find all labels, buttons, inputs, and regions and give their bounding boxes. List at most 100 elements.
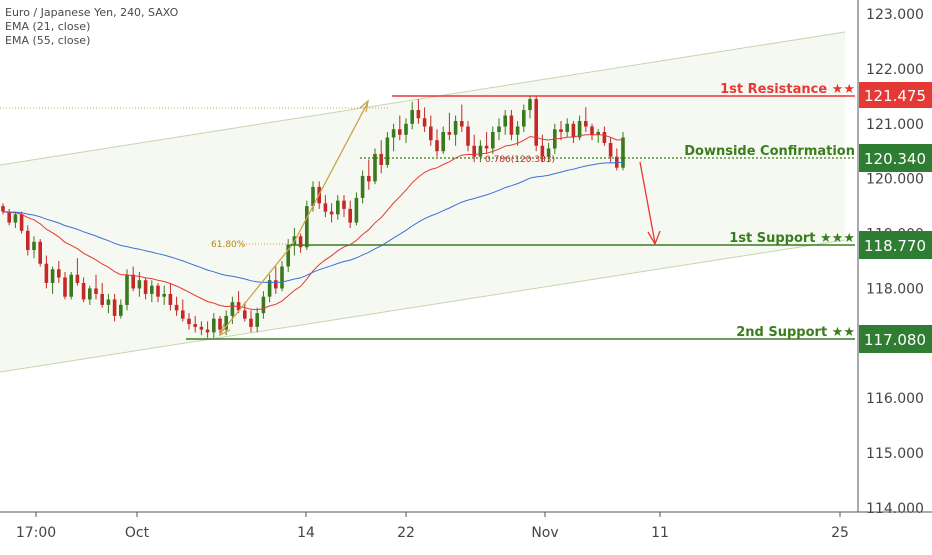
support2-price-tag: 117.080 — [859, 325, 932, 353]
candle-body — [503, 115, 507, 127]
candle-body — [261, 296, 266, 314]
ema-layer — [2, 134, 624, 311]
candle-body — [150, 285, 154, 294]
time-tick-label: Nov — [531, 525, 558, 541]
projection-arrow-line — [639, 161, 656, 244]
candle — [559, 121, 563, 141]
price-tick-label: 123.000 — [866, 7, 924, 23]
candle-body — [608, 142, 613, 157]
candle-body — [1, 206, 5, 212]
candle — [435, 129, 439, 157]
time-tick-label: 25 — [831, 525, 849, 541]
candle-body — [26, 230, 30, 251]
candle-body — [466, 126, 470, 146]
candle-body — [19, 214, 24, 231]
candle-body — [218, 318, 222, 330]
candle-body — [546, 148, 551, 157]
candle — [460, 104, 464, 133]
time-tick-label: 14 — [297, 525, 315, 541]
candle — [373, 148, 377, 185]
candle-body — [435, 140, 439, 152]
candle — [106, 293, 111, 314]
candle — [497, 118, 501, 141]
time-axis[interactable]: 17:00 Oct 14 22 Nov 11 25 — [16, 512, 849, 541]
channel-upper-line — [0, 31, 846, 166]
candle-body — [528, 99, 532, 111]
candle-body — [385, 137, 390, 165]
candle-body — [472, 145, 476, 157]
candle — [379, 140, 383, 174]
candle-body — [602, 132, 607, 143]
time-tick-label: 11 — [651, 525, 669, 541]
price-tick-label: 120.000 — [866, 172, 924, 188]
ema55-line — [2, 161, 624, 284]
candle — [286, 239, 290, 272]
candle — [484, 132, 489, 154]
candle-body — [193, 324, 197, 327]
candle — [243, 302, 247, 322]
price-tick-label: 118.000 — [866, 281, 924, 297]
candle-body — [137, 280, 142, 289]
candle-body — [410, 110, 414, 124]
candle — [515, 121, 520, 146]
candle — [261, 291, 266, 319]
candle — [13, 211, 18, 229]
candle-body — [522, 110, 526, 127]
candle — [453, 115, 458, 146]
time-tick-label: 17:00 — [16, 525, 56, 541]
candle — [156, 282, 160, 303]
candle-body — [447, 132, 452, 135]
symbol-title[interactable]: Euro / Japanese Yen, 240, SAXO — [5, 6, 179, 19]
candle-body — [249, 318, 253, 327]
candle — [410, 101, 414, 130]
candle — [69, 271, 73, 300]
fib-786-label: 0.786(120.383) — [485, 155, 555, 165]
candle — [181, 299, 185, 322]
ema21-legend[interactable]: EMA (21, close) — [5, 20, 91, 33]
candle-body — [243, 310, 247, 319]
channel-lower-line — [0, 239, 846, 373]
candle-body — [484, 145, 489, 149]
candle-body — [199, 326, 204, 330]
candle — [385, 132, 390, 168]
candle — [94, 274, 98, 300]
ema55-legend[interactable]: EMA (55, close) — [5, 34, 91, 47]
candle-body — [329, 211, 334, 215]
candle — [199, 321, 204, 336]
impulse-arrowhead-bottom — [218, 323, 231, 337]
candle-body — [174, 304, 179, 311]
candle — [267, 274, 272, 303]
candle-body — [621, 137, 625, 168]
candle-body — [168, 293, 173, 305]
candle — [88, 285, 92, 305]
candle — [472, 134, 476, 163]
candle-body — [181, 310, 185, 319]
candle — [119, 299, 123, 319]
resistance1-label: 1st Resistance ★★ — [720, 82, 855, 97]
candle — [398, 115, 402, 141]
candle-body — [143, 280, 148, 294]
candle-body — [453, 121, 458, 135]
projection-arrowhead — [647, 230, 661, 246]
candle-body — [360, 175, 365, 198]
support2-label: 2nd Support ★★ — [736, 325, 855, 340]
candle-body — [367, 175, 371, 182]
candle-body — [75, 274, 80, 283]
candle-body — [274, 280, 278, 289]
candle — [354, 192, 359, 226]
candle — [162, 285, 166, 305]
candle — [44, 255, 49, 289]
candle-body — [336, 200, 340, 215]
candle-body — [590, 126, 594, 135]
candle-body — [460, 121, 464, 127]
candle — [522, 104, 526, 133]
candle — [50, 266, 55, 294]
candle-body — [515, 126, 520, 135]
candle — [491, 126, 495, 154]
candle-body — [422, 118, 427, 127]
candle-body — [112, 299, 117, 316]
candle — [503, 110, 507, 135]
candle-body — [571, 123, 576, 138]
